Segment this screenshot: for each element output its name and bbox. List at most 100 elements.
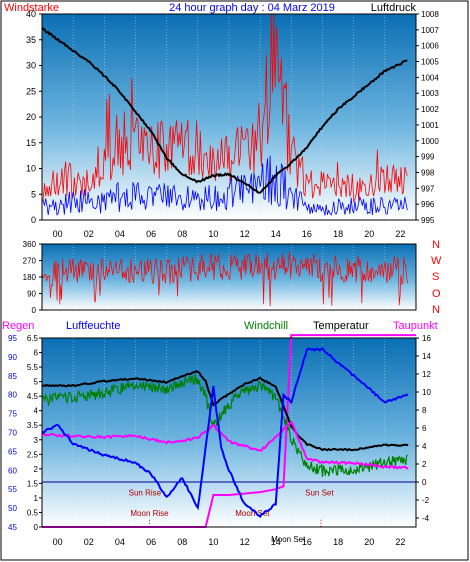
pressure-y-tick-1003: 1003 [421,89,439,98]
temp-plot-border [41,337,417,528]
temp-y-tick-14: 14 [422,352,431,361]
temp-x-tick-06: 06 [146,537,156,547]
pressure-y-tick-997: 997 [421,184,435,193]
temp-x-tick-04: 04 [115,537,125,547]
dir-label-n2: N [432,304,440,316]
wind-x-tick-20: 20 [364,229,374,239]
temp-y-tick--4: -4 [422,514,430,523]
rain-y-tick-5.5: 5.5 [27,363,39,372]
temp-y-tick-8: 8 [422,406,427,415]
dir-y-tick-180: 180 [23,273,37,282]
hum-y-tick-85: 85 [8,372,17,381]
series-temperatur [41,370,409,452]
panel-wind-direction: 0 90 180 270 360 [23,240,417,315]
series-taupunkt [41,420,409,470]
pressure-y-tick-1000: 1000 [421,137,439,146]
hum-y-tick-50: 50 [8,504,17,513]
rain-y-tick-6: 6 [34,349,39,358]
rain-y-tick-2.5: 2.5 [27,450,39,459]
temp-y-tick-0: 0 [422,478,427,487]
wind-y-tick-0: 0 [31,215,36,225]
wind-x-tick-00: 00 [53,229,63,239]
series-windchill [41,374,408,477]
hum-y-tick-75: 75 [8,410,17,419]
pressure-y-tick-1004: 1004 [421,73,439,82]
panel-wind-pressure: 0510152025303540995996997998999100010011… [26,9,439,239]
dir-y-tick-90: 90 [27,290,36,299]
hum-y-tick-80: 80 [8,391,17,400]
wind-x-tick-12: 12 [240,229,250,239]
series-windrichtung [41,251,408,307]
wind-x-tick-08: 08 [177,229,187,239]
temp-x-tick-14: 14 [271,537,281,547]
temp-x-tick-20: 20 [364,537,374,547]
label-windchill: Windchill [244,320,288,332]
wind-x-tick-10: 10 [208,229,218,239]
pressure-y-tick-1007: 1007 [421,26,439,35]
temp-y-tick-16: 16 [422,334,431,343]
hum-y-tick-45: 45 [8,523,17,532]
pressure-y-tick-1008: 1008 [421,10,439,19]
wind-x-tick-18: 18 [333,229,343,239]
pressure-y-tick-1005: 1005 [421,58,439,67]
temp-x-tick-18: 18 [333,537,343,547]
pressure-y-tick-1001: 1001 [421,121,439,130]
hum-y-tick-95: 95 [8,334,17,343]
wind-y-tick-30: 30 [26,61,36,71]
wind-x-tick-22: 22 [395,229,405,239]
dir-y-tick-360: 360 [23,240,37,249]
temp-y-tick-12: 12 [422,370,431,379]
temp-y-tick-10: 10 [422,388,431,397]
wind-y-tick-5: 5 [31,189,36,199]
label-luftfeuchte: Luftfeuchte [66,320,120,332]
wind-y-tick-35: 35 [26,35,36,45]
wind-y-tick-20: 20 [26,112,36,122]
series-luftdruck [41,27,408,194]
rain-y-tick-0.5: 0.5 [27,508,39,517]
rain-y-tick-1.5: 1.5 [27,479,39,488]
series-windstarke-avg [41,155,408,216]
rain-y-tick-4: 4 [34,407,39,416]
annotation-0: Sun Rise [129,489,162,498]
dir-label-o: O [432,288,441,300]
annotation-3: Sun Set [305,489,334,498]
hum-y-tick-60: 60 [8,466,17,475]
temp-x-tick-02: 02 [84,537,94,547]
rain-y-tick-3.5: 3.5 [27,421,39,430]
hum-y-tick-55: 55 [8,485,17,494]
annotation-4: Moon Set [271,535,306,544]
pressure-y-tick-995: 995 [421,216,435,225]
temp-y-tick-2: 2 [422,460,427,469]
wind-x-tick-14: 14 [271,229,281,239]
wind-x-tick-16: 16 [302,229,312,239]
dir-y-tick-0: 0 [32,306,37,315]
hum-y-tick-65: 65 [8,447,17,456]
label-temperatur: Temperatur [313,320,369,332]
dir-label-w: W [431,255,442,267]
temp-plot-background [42,338,416,527]
wind-y-tick-15: 15 [26,138,36,148]
temp-x-tick-22: 22 [395,537,405,547]
pressure-y-tick-998: 998 [421,168,435,177]
rain-y-tick-6.5: 6.5 [27,334,39,343]
dir-plot-border [41,243,417,311]
temp-x-tick-00: 00 [53,537,63,547]
wind-y-tick-25: 25 [26,86,36,96]
dir-y-tick-270: 270 [23,257,37,266]
rain-y-tick-1: 1 [34,494,39,503]
dir-label-s: S [432,271,439,283]
temp-x-tick-10: 10 [208,537,218,547]
temp-x-tick-08: 08 [177,537,187,547]
wind-y-tick-10: 10 [26,164,36,174]
rain-y-tick-3: 3 [34,436,39,445]
temp-y-tick-4: 4 [422,442,427,451]
rain-y-tick-4.5: 4.5 [27,392,39,401]
pressure-y-tick-1002: 1002 [421,105,439,114]
pressure-y-tick-996: 996 [421,200,435,209]
temp-x-tick-16: 16 [302,537,312,547]
dir-label-n1: N [432,239,440,251]
rain-y-tick-2: 2 [34,465,39,474]
wind-plot-border [41,13,417,221]
